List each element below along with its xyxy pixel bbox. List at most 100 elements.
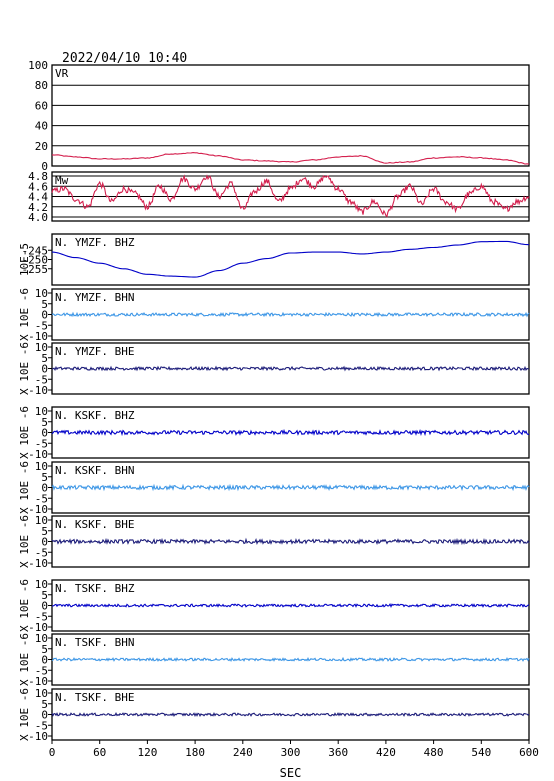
y-tick-label: -5 — [35, 664, 48, 677]
y-tick-label: 0 — [41, 536, 48, 549]
y-tick-label: 5 — [41, 589, 48, 602]
y-tick-label: -5 — [35, 492, 48, 505]
y-tick-label: 4.0 — [28, 211, 48, 224]
y-axis-label: X 10E -6 — [18, 406, 31, 459]
y-tick-label: 10 — [35, 632, 48, 645]
panel-title: N. YMZF. BHZ — [55, 236, 135, 249]
header-datetime: 2022/04/10 10:40 — [62, 51, 187, 66]
y-tick-label: -5 — [35, 319, 48, 332]
y-tick-label: 0 — [41, 160, 48, 173]
y-axis-label: X 10E -6 — [18, 579, 31, 632]
panel-mw: 4.84.64.44.24.0 Mw — [28, 170, 530, 224]
y-tick-label: 0 — [41, 363, 48, 376]
series-line-n-kskf-bhe — [51, 537, 530, 546]
panel-n-ymzf-bhz: -245-250-255 N. YMZF. BHZ 10E-5 — [18, 233, 530, 286]
series-line-n-tskf-bhe — [51, 711, 530, 718]
panel-frame — [51, 64, 530, 167]
x-tick-label: 60 — [93, 746, 106, 759]
panel-frame — [51, 515, 530, 568]
y-tick-label: -10 — [28, 384, 48, 397]
x-tick-label: 180 — [185, 746, 205, 759]
series-line-vr — [51, 152, 530, 165]
x-tick-label: 300 — [281, 746, 301, 759]
y-tick-label: 10 — [35, 514, 48, 527]
panel-title: N. YMZF. BHE — [55, 345, 134, 358]
y-tick-label: 5 — [41, 471, 48, 484]
panel-title: N. TSKF. BHN — [55, 636, 134, 649]
panel-frame — [51, 461, 530, 514]
y-axis-label: X 10E -6 — [18, 342, 31, 395]
y-tick-label: 100 — [28, 59, 48, 72]
series-line-n-ymzf-bhn — [51, 311, 530, 318]
x-tick-label: 240 — [233, 746, 253, 759]
y-tick-label: -10 — [28, 448, 48, 461]
y-tick-label: 0 — [41, 482, 48, 495]
y-tick-label: -5 — [35, 546, 48, 559]
x-axis: 0 60 120 180 240 300 360 420 480 540 600 SEC — [49, 740, 539, 780]
y-tick-label: 4.2 — [28, 201, 48, 214]
y-tick-label: 5 — [41, 416, 48, 429]
y-axis-label: X 10E -6 — [18, 288, 31, 341]
panel-title: N. KSKF. BHZ — [55, 409, 135, 422]
y-tick-label: -5 — [35, 373, 48, 386]
y-tick-label: 80 — [35, 79, 48, 92]
y-tick-label: 5 — [41, 298, 48, 311]
y-tick-label: -5 — [35, 719, 48, 732]
y-tick-label: 60 — [35, 99, 48, 112]
panel-title: N. TSKF. BHE — [55, 691, 134, 704]
y-tick-label: -5 — [35, 437, 48, 450]
y-tick-label: 0 — [41, 709, 48, 722]
x-axis-label: SEC — [280, 766, 302, 780]
y-tick-label: -245 — [22, 244, 49, 257]
x-tick-label: 120 — [137, 746, 157, 759]
x-tick-label: 420 — [376, 746, 396, 759]
y-axis-label: X 10E -6 — [18, 633, 31, 686]
y-tick-label: -10 — [28, 330, 48, 343]
y-axis-label: X 10E -6 — [18, 515, 31, 568]
y-tick-label: 0 — [41, 309, 48, 322]
y-tick-label: 10 — [35, 687, 48, 700]
series-line-n-ymzf-bhe — [51, 365, 530, 372]
y-tick-label: -10 — [28, 621, 48, 634]
series-line-n-tskf-bhn — [51, 656, 530, 663]
y-tick-label: 4.8 — [28, 170, 48, 183]
y-tick-label: 0 — [41, 600, 48, 613]
x-tick-label: 0 — [49, 746, 56, 759]
series-line-n-tskf-bhz — [52, 603, 530, 609]
series-line-n-kskf-bhn — [51, 483, 530, 492]
y-tick-label: 5 — [41, 525, 48, 538]
panel-title: N. TSKF. BHZ — [55, 582, 135, 595]
y-tick-label: 0 — [41, 427, 48, 440]
panel-title: Mw — [55, 174, 69, 187]
y-tick-label: 10 — [35, 405, 48, 418]
panel-title: VR — [55, 67, 69, 80]
y-tick-label: -255 — [22, 263, 49, 276]
y-tick-label: 5 — [41, 643, 48, 656]
y-tick-label: -10 — [28, 675, 48, 688]
y-tick-label: 10 — [35, 460, 48, 473]
y-tick-label: 10 — [35, 578, 48, 591]
y-tick-label: 4.6 — [28, 180, 48, 193]
x-tick-label: 480 — [424, 746, 444, 759]
panel-frame — [51, 233, 530, 286]
panels: 100806040200VR4.84.64.44.24.0Mw-245-250-… — [18, 59, 530, 743]
y-tick-label: 40 — [35, 120, 48, 133]
y-tick-label: -5 — [35, 610, 48, 623]
y-tick-label: 4.4 — [28, 191, 48, 204]
y-tick-label: 10 — [35, 287, 48, 300]
panel-frame — [51, 406, 530, 459]
panel-vr: 100 80 60 40 20 0 VR — [28, 59, 530, 173]
panel-title: N. KSKF. BHE — [55, 518, 134, 531]
y-tick-label: -10 — [28, 503, 48, 516]
series-line-n-kskf-bhz — [51, 428, 530, 437]
y-axis-label: X 10E -6 — [18, 688, 31, 741]
y-tick-label: 5 — [41, 698, 48, 711]
y-tick-label: -10 — [28, 730, 48, 743]
